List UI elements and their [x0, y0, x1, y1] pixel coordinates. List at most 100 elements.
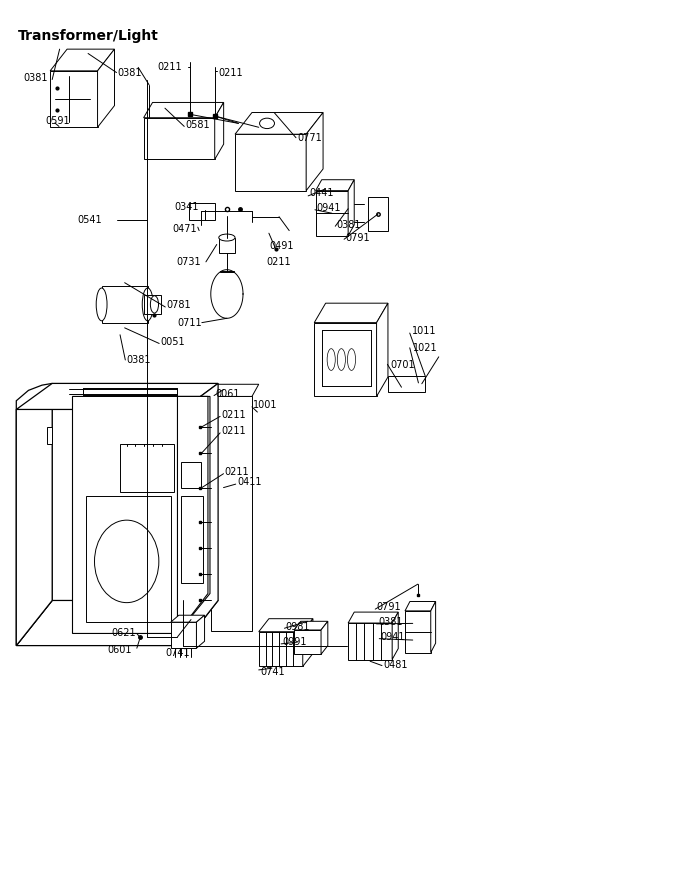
Polygon shape	[294, 630, 321, 654]
Polygon shape	[235, 112, 323, 134]
Polygon shape	[430, 602, 436, 652]
Polygon shape	[235, 134, 306, 191]
Polygon shape	[50, 71, 97, 127]
Polygon shape	[258, 631, 303, 666]
Polygon shape	[48, 427, 52, 444]
Polygon shape	[189, 203, 215, 220]
Polygon shape	[181, 462, 201, 488]
Text: 0381: 0381	[126, 355, 151, 365]
Text: 0541: 0541	[78, 215, 102, 226]
Polygon shape	[316, 191, 348, 236]
Text: 0211: 0211	[157, 63, 182, 72]
Polygon shape	[73, 396, 210, 633]
Text: 0701: 0701	[390, 361, 415, 370]
Text: 1021: 1021	[413, 343, 438, 353]
Text: 0211: 0211	[225, 467, 250, 477]
Polygon shape	[368, 197, 388, 232]
Text: 0491: 0491	[269, 241, 293, 251]
Text: 0381: 0381	[337, 219, 361, 230]
Ellipse shape	[347, 348, 356, 370]
Polygon shape	[314, 322, 377, 396]
Polygon shape	[143, 118, 215, 159]
Polygon shape	[86, 496, 171, 622]
Polygon shape	[177, 396, 208, 633]
Text: Transformer/Light: Transformer/Light	[18, 29, 159, 44]
Polygon shape	[171, 622, 197, 648]
Polygon shape	[348, 179, 354, 236]
Polygon shape	[16, 600, 218, 645]
Polygon shape	[303, 618, 313, 666]
Text: 0601: 0601	[107, 645, 132, 655]
Polygon shape	[405, 611, 430, 652]
Text: 0591: 0591	[46, 116, 70, 126]
Polygon shape	[316, 179, 354, 191]
Ellipse shape	[95, 520, 159, 603]
Polygon shape	[101, 287, 148, 322]
Polygon shape	[220, 271, 234, 273]
Polygon shape	[211, 396, 252, 631]
Polygon shape	[16, 383, 218, 409]
Text: 0211: 0211	[267, 257, 292, 267]
Ellipse shape	[96, 288, 107, 321]
Text: 0381: 0381	[23, 73, 48, 83]
Text: 0791: 0791	[377, 603, 401, 612]
Polygon shape	[211, 384, 258, 396]
Polygon shape	[219, 238, 235, 253]
Polygon shape	[258, 618, 313, 631]
Polygon shape	[171, 615, 205, 622]
Ellipse shape	[327, 348, 335, 370]
Polygon shape	[97, 49, 114, 127]
Text: 0771: 0771	[297, 132, 322, 143]
Polygon shape	[181, 496, 203, 583]
Polygon shape	[197, 615, 205, 648]
Text: 0211: 0211	[222, 426, 246, 436]
Polygon shape	[50, 49, 114, 71]
Ellipse shape	[260, 118, 275, 129]
Ellipse shape	[219, 234, 235, 241]
Text: 0711: 0711	[177, 318, 202, 327]
Text: 0211: 0211	[218, 68, 243, 78]
Text: 0941: 0941	[316, 203, 341, 213]
Text: 0991: 0991	[282, 638, 307, 647]
Text: 0441: 0441	[309, 188, 334, 199]
Polygon shape	[183, 383, 218, 645]
Polygon shape	[306, 112, 323, 191]
Text: 0781: 0781	[167, 300, 191, 310]
Text: 0381: 0381	[118, 68, 142, 78]
Text: 0051: 0051	[160, 337, 185, 347]
Text: 0061: 0061	[216, 388, 240, 399]
Text: 0621: 0621	[111, 628, 136, 638]
Ellipse shape	[337, 348, 345, 370]
Text: 0791: 0791	[345, 233, 370, 242]
Text: 0211: 0211	[222, 409, 246, 420]
Text: 0741: 0741	[260, 666, 285, 677]
Ellipse shape	[142, 288, 153, 321]
Polygon shape	[120, 444, 174, 492]
Polygon shape	[144, 295, 161, 314]
Polygon shape	[294, 621, 328, 630]
Text: 0581: 0581	[186, 119, 210, 130]
Text: 0481: 0481	[384, 659, 408, 670]
Polygon shape	[388, 376, 425, 392]
Text: 0941: 0941	[381, 632, 405, 642]
Polygon shape	[405, 602, 436, 611]
Ellipse shape	[150, 296, 158, 313]
Text: 0981: 0981	[286, 622, 310, 631]
Text: 0341: 0341	[174, 202, 199, 213]
Text: 1001: 1001	[254, 400, 278, 410]
Polygon shape	[16, 383, 52, 645]
Text: 0741: 0741	[165, 647, 190, 658]
Polygon shape	[392, 612, 398, 659]
Polygon shape	[314, 303, 388, 322]
Polygon shape	[321, 621, 328, 654]
Polygon shape	[377, 303, 388, 396]
Polygon shape	[348, 612, 398, 623]
Polygon shape	[215, 103, 224, 159]
Text: 0731: 0731	[176, 257, 201, 267]
Polygon shape	[16, 383, 52, 645]
Polygon shape	[143, 103, 224, 118]
Text: 0411: 0411	[237, 477, 262, 488]
Text: 0471: 0471	[172, 224, 197, 233]
Text: 0381: 0381	[378, 618, 403, 627]
Text: 1011: 1011	[412, 327, 437, 336]
